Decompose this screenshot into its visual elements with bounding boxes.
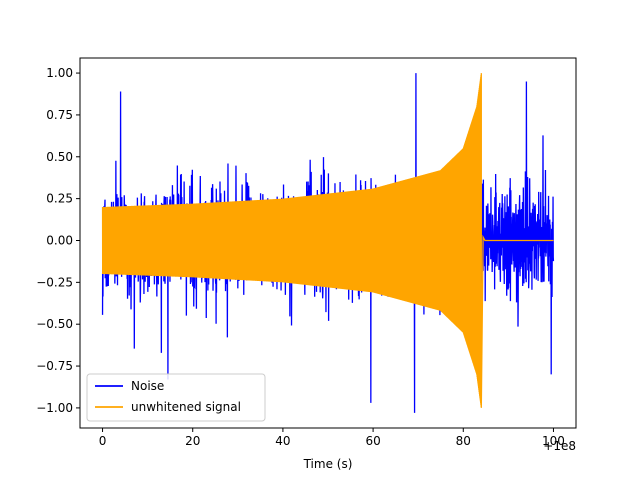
legend-label-unwhitened-signal: unwhitened signal <box>131 400 241 414</box>
y-tick-label: 1.00 <box>46 66 73 80</box>
x-axis-label: Time (s) <box>303 457 353 471</box>
y-tick-label: 0.50 <box>46 150 73 164</box>
x-axis-offset-label: +1e8 <box>543 439 576 453</box>
x-tick-label: 40 <box>275 434 290 448</box>
series-line-unwhitened-signal <box>101 73 554 408</box>
x-tick-label: 20 <box>185 434 200 448</box>
series-layer <box>101 73 555 413</box>
y-tick-label: 0.75 <box>46 108 73 122</box>
y-tick-label: 0.00 <box>46 233 73 247</box>
y-tick-label: −1.00 <box>36 401 73 415</box>
plot-area-frame <box>79 57 577 429</box>
x-tick-label: 80 <box>456 434 471 448</box>
x-tick-label: 0 <box>99 434 107 448</box>
y-tick-label: −0.25 <box>36 275 73 289</box>
y-tick-label: −0.75 <box>36 359 73 373</box>
y-tick-label: 0.25 <box>46 192 73 206</box>
legend-label-noise: Noise <box>131 379 164 393</box>
y-tick-label: −0.50 <box>36 317 73 331</box>
legend: Noise unwhitened signal <box>86 373 266 422</box>
x-tick-label: 60 <box>365 434 380 448</box>
legend-box <box>86 373 266 422</box>
axes-layer: 0 20 40 60 80 100 −1.00 −0.75 −0.50 −0.25 0.00 0.25… <box>36 66 565 448</box>
x-tick-label: 100 <box>542 434 565 448</box>
